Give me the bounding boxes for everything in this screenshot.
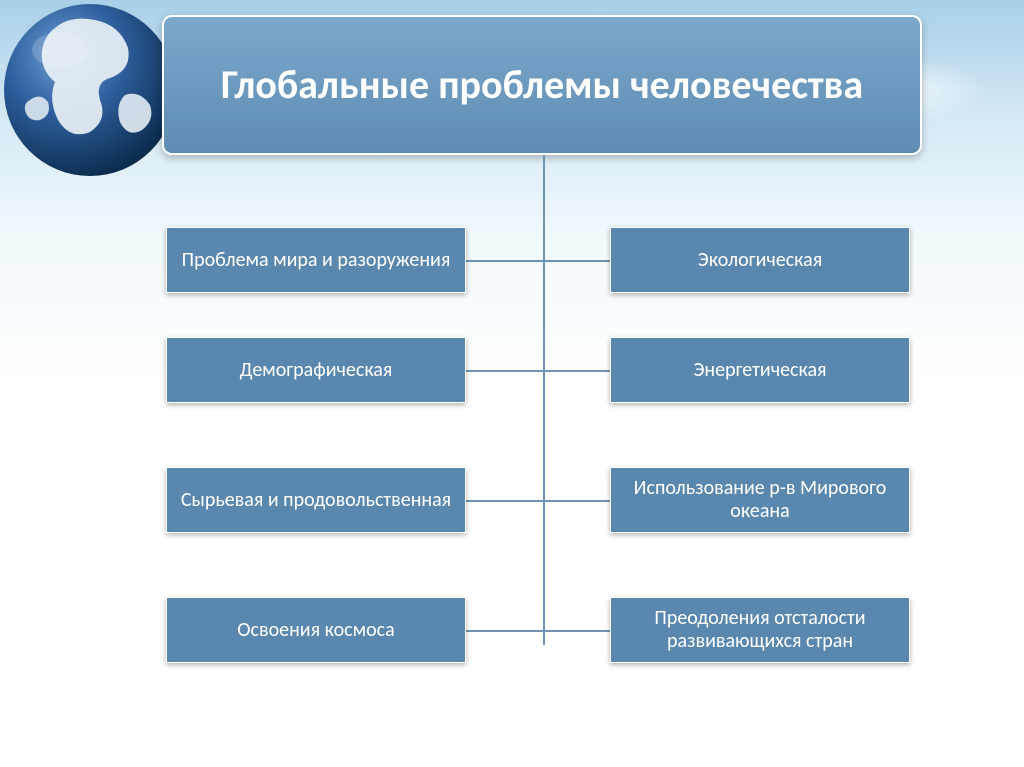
- connector-branch: [466, 630, 543, 632]
- connector-branch: [466, 260, 543, 262]
- left-node: Демографическая: [166, 337, 466, 403]
- connector-branch: [543, 370, 610, 372]
- right-node: Экологическая: [610, 227, 910, 293]
- connector-trunk: [543, 155, 545, 645]
- node-label: Сырьевая и продовольственная: [181, 489, 451, 512]
- left-node: Проблема мира и разоружения: [166, 227, 466, 293]
- right-node: Использование р-в Мирового океана: [610, 467, 910, 533]
- connector-branch: [466, 370, 543, 372]
- title-text: Глобальные проблемы человечества: [221, 61, 863, 109]
- node-label: Проблема мира и разоружения: [182, 249, 451, 272]
- left-node: Освоения космоса: [166, 597, 466, 663]
- node-label: Экологическая: [698, 249, 822, 272]
- node-label: Преодоления отсталости развивающихся стр…: [621, 607, 899, 653]
- node-label: Освоения космоса: [237, 619, 394, 642]
- connector-branch: [466, 500, 543, 502]
- org-chart: Проблема мира и разоружения Демографическ…: [0, 155, 1024, 767]
- node-label: Энергетическая: [693, 359, 826, 382]
- connector-branch: [543, 500, 610, 502]
- connector-branch: [543, 260, 610, 262]
- right-node: Преодоления отсталости развивающихся стр…: [610, 597, 910, 663]
- title-box: Глобальные проблемы человечества: [162, 15, 922, 155]
- connector-branch: [543, 630, 610, 632]
- globe-icon: [0, 0, 180, 180]
- node-label: Демографическая: [240, 359, 393, 382]
- left-node: Сырьевая и продовольственная: [166, 467, 466, 533]
- node-label: Использование р-в Мирового океана: [621, 477, 899, 523]
- right-node: Энергетическая: [610, 337, 910, 403]
